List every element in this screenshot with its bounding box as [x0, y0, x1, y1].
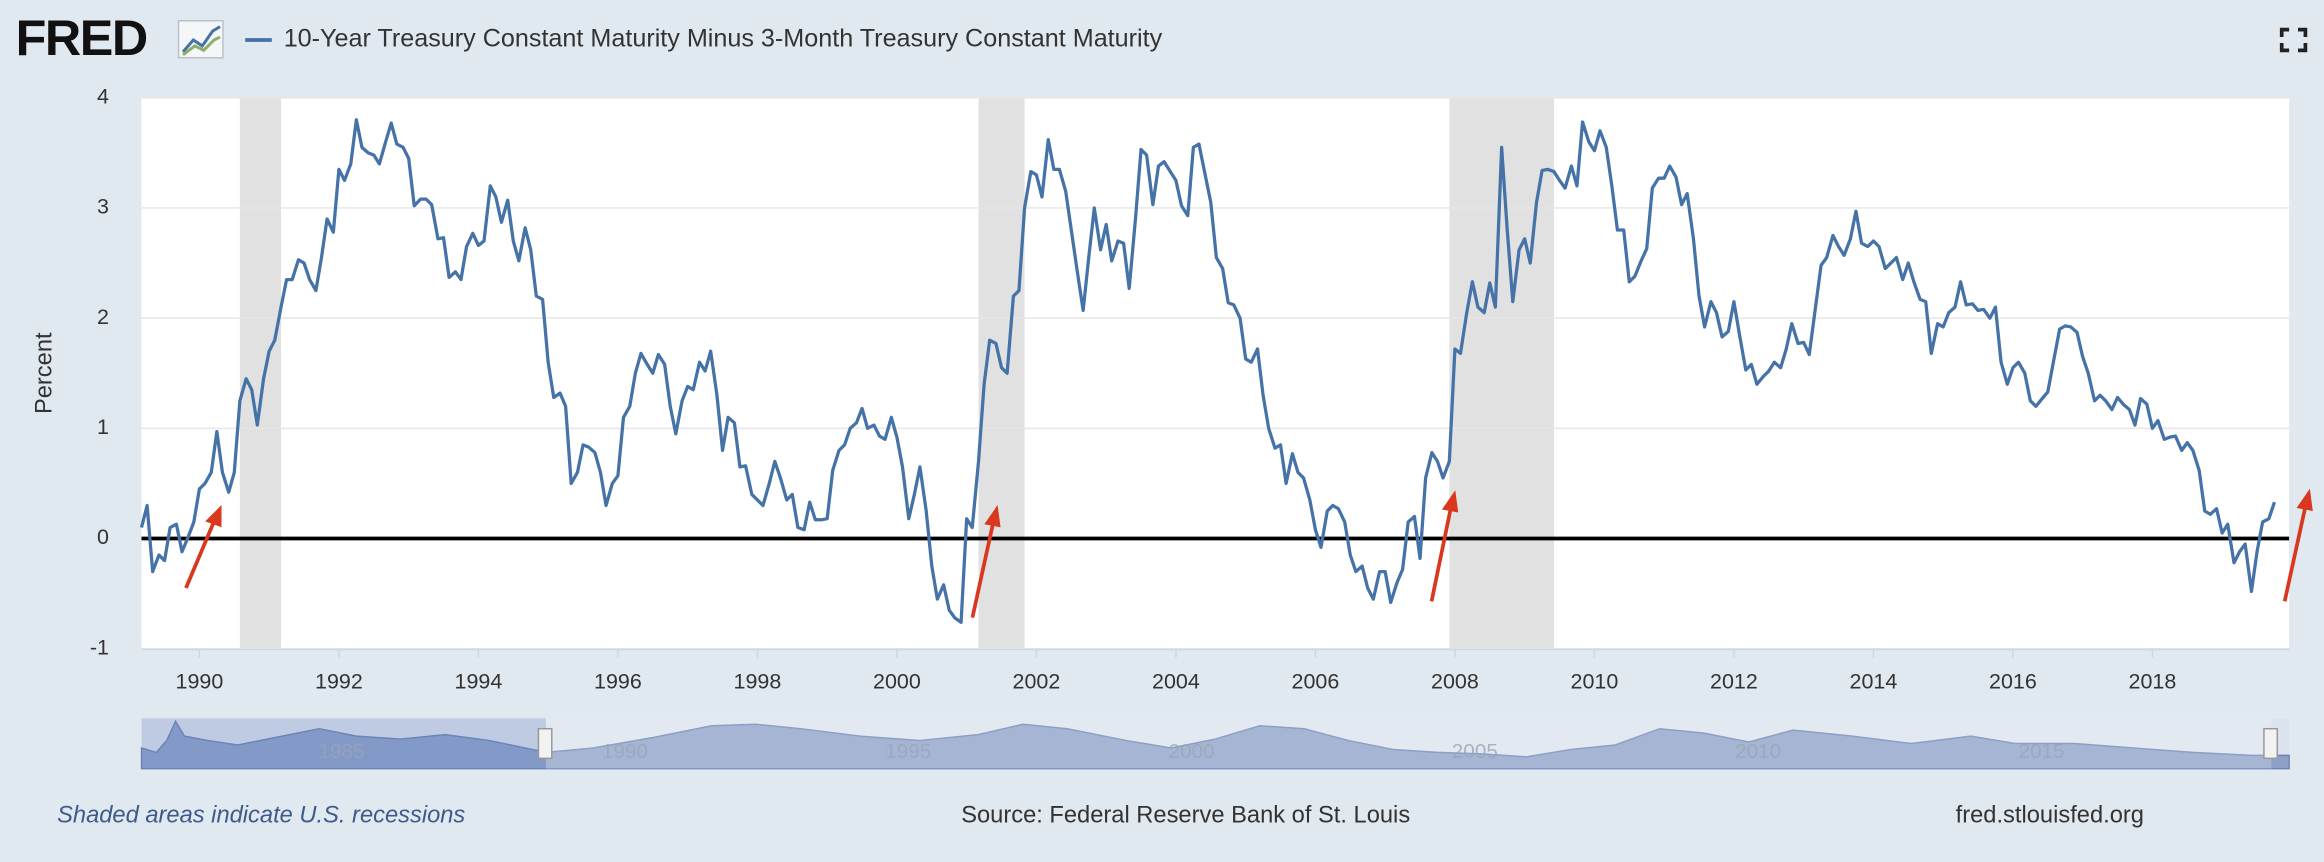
y-tick-label: 2 [97, 305, 109, 329]
x-tick-label: 2000 [873, 669, 921, 693]
series-line [139, 118, 2277, 624]
x-tick-label: 2002 [1013, 669, 1061, 693]
y-tick-label: 4 [97, 84, 109, 108]
source: Source: Federal Reserve Bank of St. Loui… [961, 802, 1410, 828]
x-tick-label: 2018 [2129, 669, 2177, 693]
navigator-label: 1995 [885, 740, 931, 763]
logo-icon [177, 19, 224, 59]
navigator-label: 1990 [602, 740, 648, 763]
navigator[interactable] [140, 718, 2290, 770]
y-tick-label: -1 [90, 635, 109, 659]
navigator-label: 2005 [1452, 740, 1498, 763]
site-url: fred.stlouisfed.org [1956, 802, 2144, 828]
annotation-arrows [184, 488, 2313, 619]
x-tick-label: 1996 [594, 669, 642, 693]
navigator-label: 2000 [1168, 740, 1214, 763]
y-tick-label: 3 [97, 195, 109, 219]
plot-area [141, 97, 2290, 649]
x-tick-label: 1990 [176, 669, 224, 693]
logo: FRED [16, 9, 147, 66]
recession-band [1449, 97, 1554, 649]
recessions [239, 97, 1554, 649]
y-axis-label: Percent [32, 332, 58, 414]
y-tick-label: 0 [97, 525, 109, 549]
fullscreen-icon[interactable] [2279, 27, 2308, 53]
x-tick-label: 1998 [734, 669, 782, 693]
x-tick-label: 2008 [1431, 669, 1479, 693]
x-tick-label: 2014 [1850, 669, 1898, 693]
series [139, 118, 2290, 624]
navigator-label: 2010 [1735, 740, 1781, 763]
navigator-labels: 1985 1990 1995 2000 2005 2010 2015 [319, 740, 2065, 763]
navigator-label: 1985 [319, 740, 365, 763]
x-tick-label: 1994 [455, 669, 503, 693]
navigator-label: 2015 [2018, 740, 2064, 763]
x-tick-label: 2004 [1152, 669, 1200, 693]
y-tick-label: 1 [97, 415, 109, 439]
x-tick-label: 2012 [1710, 669, 1758, 693]
x-tick-label: 1992 [315, 669, 363, 693]
recession-band [239, 97, 282, 649]
legend-label: 10-Year Treasury Constant Maturity Minus… [284, 25, 1163, 53]
recession-note: Shaded areas indicate U.S. recessions [57, 802, 465, 828]
x-tick-label: 2016 [1989, 669, 2037, 693]
x-tick-label: 2006 [1292, 669, 1340, 693]
x-tick-label: 2010 [1571, 669, 1619, 693]
